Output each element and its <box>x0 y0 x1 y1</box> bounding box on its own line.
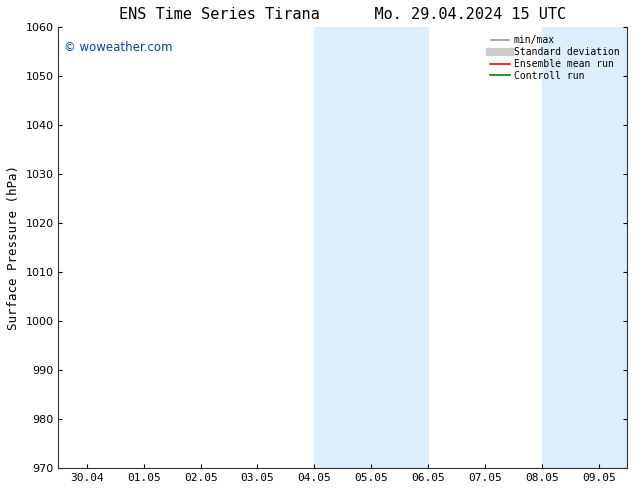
Title: ENS Time Series Tirana      Mo. 29.04.2024 15 UTC: ENS Time Series Tirana Mo. 29.04.2024 15… <box>119 7 566 22</box>
Bar <box>314 27 428 468</box>
Bar <box>542 27 627 468</box>
Legend: min/max, Standard deviation, Ensemble mean run, Controll run: min/max, Standard deviation, Ensemble me… <box>488 32 622 84</box>
Y-axis label: Surface Pressure (hPa): Surface Pressure (hPa) <box>7 165 20 330</box>
Text: © woweather.com: © woweather.com <box>64 41 172 53</box>
